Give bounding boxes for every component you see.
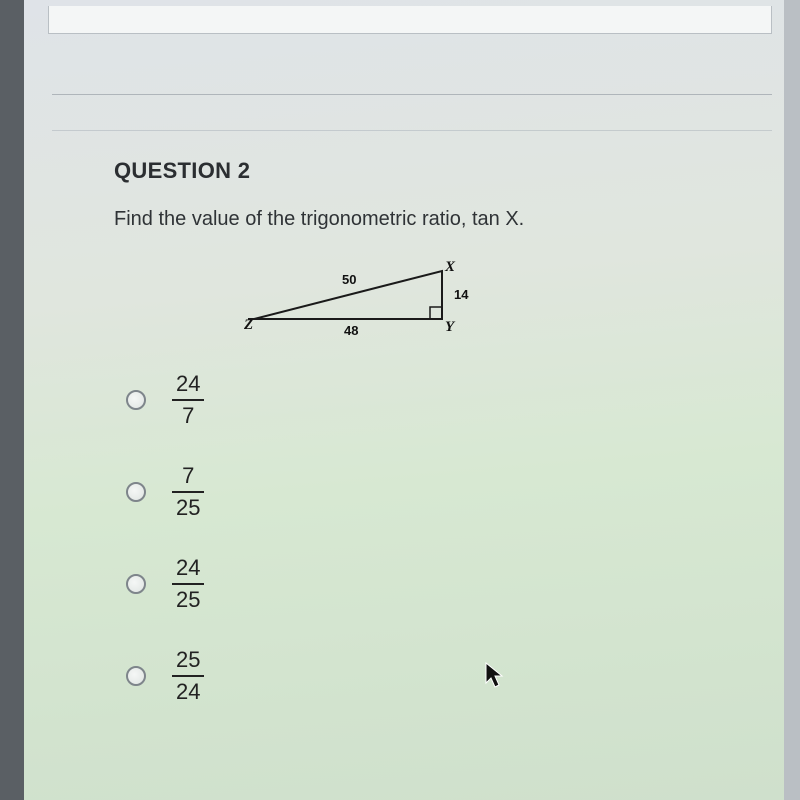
cursor-icon (484, 662, 506, 690)
fraction-bar (172, 675, 204, 677)
fraction-denominator: 25 (172, 587, 204, 613)
fraction: 24 25 (172, 555, 204, 613)
fraction: 7 25 (172, 463, 204, 521)
radio-icon[interactable] (126, 574, 146, 594)
divider-2 (52, 130, 772, 131)
radio-icon[interactable] (126, 482, 146, 502)
vertex-y-label: Y (445, 319, 456, 335)
question-title: QUESTION 2 (114, 158, 744, 184)
option-b[interactable]: 7 25 (126, 463, 744, 521)
vertex-z-label: Z (244, 317, 253, 333)
fraction-numerator: 25 (172, 647, 204, 673)
fraction-bar (172, 399, 204, 401)
fraction: 24 7 (172, 371, 204, 429)
answer-options: 24 7 7 25 24 25 (114, 371, 744, 705)
question-block: QUESTION 2 Find the value of the trigono… (114, 158, 744, 739)
fraction-denominator: 24 (172, 679, 204, 705)
photo-right-edge (784, 0, 800, 800)
page: QUESTION 2 Find the value of the trigono… (24, 0, 784, 800)
triangle-figure: Z X Y 50 14 48 (244, 257, 504, 347)
option-a[interactable]: 24 7 (126, 371, 744, 429)
option-c[interactable]: 24 25 (126, 555, 744, 613)
radio-icon[interactable] (126, 666, 146, 686)
fraction-bar (172, 491, 204, 493)
photo-left-edge (0, 0, 24, 800)
prev-answer-field[interactable] (48, 6, 772, 34)
divider-1 (52, 94, 772, 95)
side-base: 48 (344, 323, 358, 338)
option-d[interactable]: 25 24 (126, 647, 744, 705)
fraction-denominator: 25 (172, 495, 204, 521)
fraction: 25 24 (172, 647, 204, 705)
side-hypotenuse: 50 (342, 272, 356, 287)
fraction-numerator: 24 (172, 555, 204, 581)
vertex-x-label: X (444, 259, 456, 275)
side-height: 14 (454, 287, 469, 302)
fraction-numerator: 24 (172, 371, 204, 397)
radio-icon[interactable] (126, 390, 146, 410)
fraction-denominator: 7 (178, 403, 198, 429)
fraction-numerator: 7 (178, 463, 198, 489)
question-prompt: Find the value of the trigonometric rati… (114, 208, 744, 231)
fraction-bar (172, 583, 204, 585)
